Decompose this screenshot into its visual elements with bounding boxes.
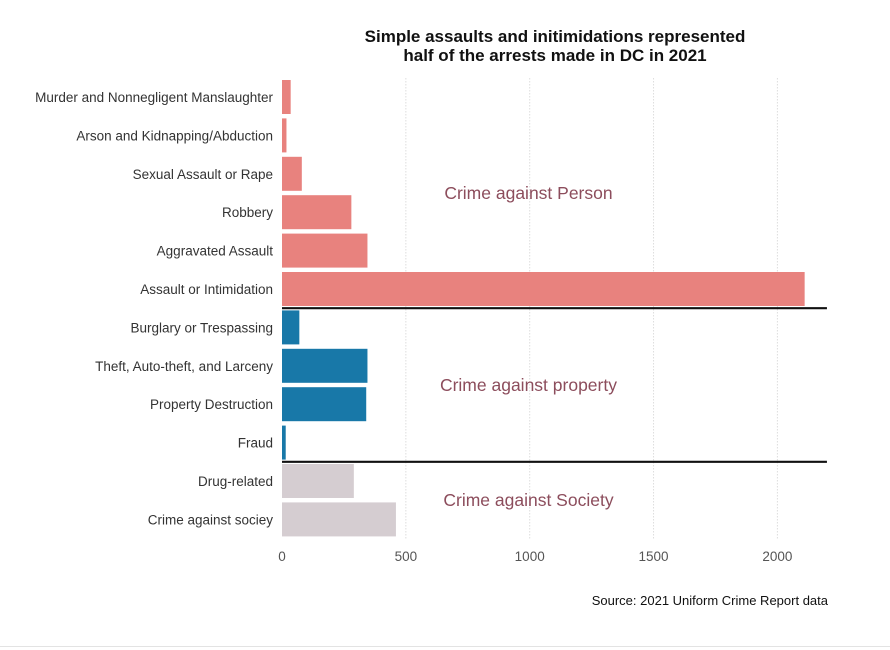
x-tick-label-2000: 2000	[762, 549, 792, 564]
bottom-divider	[0, 646, 890, 647]
bar-sexual-assault-or-rape	[282, 156, 302, 191]
x-tick-label-1000: 1000	[515, 549, 545, 564]
group-separators	[282, 307, 827, 463]
bar-murder-and-nonnegligent-manslaughter	[282, 80, 291, 114]
bar-crime-against-sociey	[282, 502, 396, 537]
category-labels: Murder and Nonnegligent Manslaughter Arso…	[35, 90, 273, 527]
category-label-assault-or-intimidation: Assault or Intimidation	[140, 282, 273, 297]
category-label-property-destruction: Property Destruction	[150, 397, 273, 412]
category-label-drug-related: Drug-related	[198, 474, 273, 489]
chart-title-line-1: Simple assaults and initimidations repre…	[364, 27, 746, 46]
bar-drug-related	[282, 464, 354, 498]
category-label-sexual-assault-or-rape: Sexual Assault or Rape	[133, 167, 273, 182]
bar-burglary-or-trespassing	[282, 310, 300, 345]
group-label-crime-against-society: Crime against Society	[443, 490, 613, 510]
bars	[282, 80, 805, 537]
source-note: Source: 2021 Uniform Crime Report data	[591, 593, 828, 608]
category-label-crime-against-sociey: Crime against sociey	[148, 512, 274, 527]
x-tick-label-500: 500	[395, 549, 418, 564]
bar-property-destruction	[282, 387, 367, 422]
x-tick-label-1500: 1500	[639, 549, 669, 564]
category-label-burglary-or-trespassing: Burglary or Trespassing	[130, 320, 273, 335]
group-label-crime-against-person: Crime against Person	[444, 183, 612, 203]
category-label-murder-and-nonnegligent-manslaughter: Murder and Nonnegligent Manslaughter	[35, 90, 273, 105]
x-tick-label-0: 0	[278, 549, 286, 564]
bar-fraud	[282, 425, 286, 460]
category-label-fraud: Fraud	[238, 436, 273, 451]
category-label-robbery: Robbery	[222, 205, 273, 220]
bar-theft-auto-theft-and-larceny	[282, 348, 368, 383]
x-tick-labels: 0 500 1000 1500 2000	[278, 549, 792, 564]
category-label-arson-and-kidnapping-abduction: Arson and Kidnapping/Abduction	[76, 128, 273, 143]
bar-aggravated-assault	[282, 233, 368, 268]
chart-title-line-2: half of the arrests made in DC in 2021	[403, 46, 707, 65]
group-labels: Crime against Person Crime against proper…	[440, 183, 617, 510]
group-label-crime-against-property: Crime against property	[440, 375, 617, 395]
category-label-aggravated-assault: Aggravated Assault	[157, 244, 274, 259]
bar-assault-or-intimidation	[282, 272, 805, 306]
category-label-theft-auto-theft-and-larceny: Theft, Auto-theft, and Larceny	[95, 359, 273, 374]
bar-arson-and-kidnapping-abduction	[282, 118, 287, 153]
bar-robbery	[282, 195, 352, 230]
